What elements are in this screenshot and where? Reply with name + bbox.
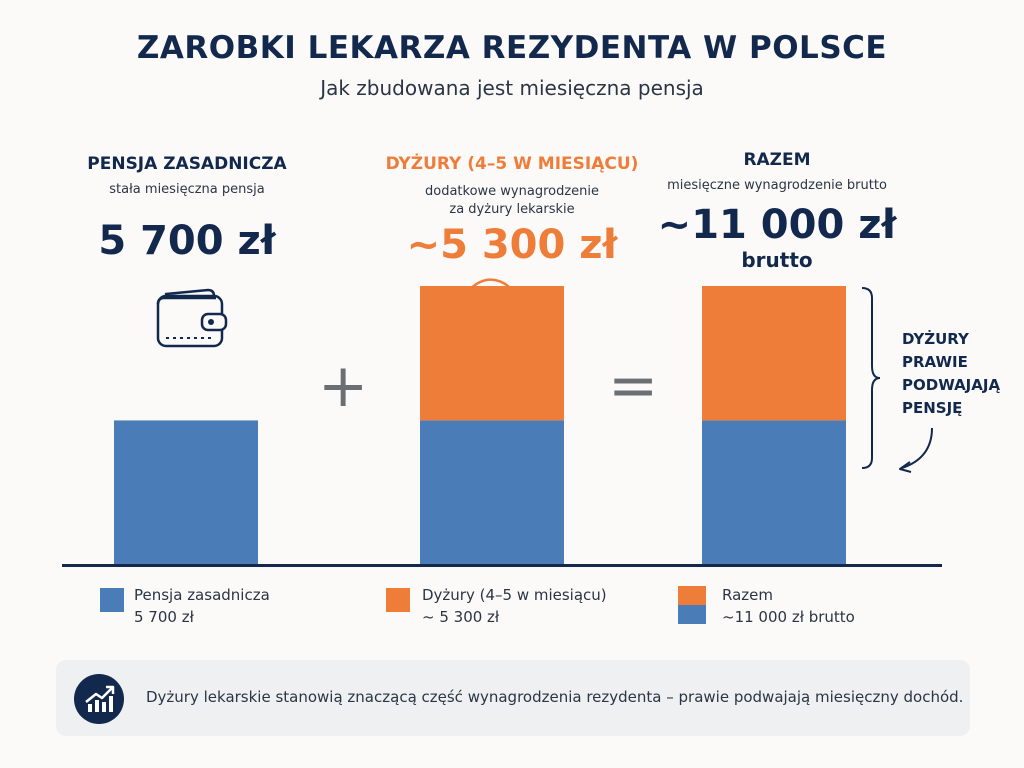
equals-operator: =	[608, 351, 659, 421]
base-description: stała miesięczna pensja	[109, 182, 265, 197]
bar-base-1	[114, 420, 258, 565]
page-subtitle: Jak zbudowana jest miesięczna pensja	[320, 76, 704, 100]
shifts-value: ~5 300 zł	[406, 222, 618, 268]
wallet-icon	[150, 286, 230, 354]
base-value: 5 700 zł	[98, 218, 276, 264]
annotation-line-2: PRAWIE	[902, 353, 968, 371]
annotation-line-1: DYŻURY	[902, 330, 969, 348]
page-title: ZAROBKI LEKARZA REZYDENTA W POLSCE	[136, 30, 888, 66]
bar-base-3	[702, 420, 846, 565]
legend-item-total: Razem ~11 000 zł brutto	[722, 584, 855, 628]
trend-up-chart-icon	[74, 674, 124, 724]
note-text: Dyżury lekarskie stanowią znaczącą część…	[146, 688, 964, 706]
total-value-suffix: brutto	[741, 248, 813, 272]
annotation-line-3: PODWAJAJĄ	[902, 376, 1001, 394]
legend-value: ~ 5 300 zł	[422, 608, 500, 626]
annotation-line-4: PENSJĘ	[902, 399, 963, 417]
legend-item-shifts: Dyżury (4–5 w miesiącu) ~ 5 300 zł	[422, 584, 607, 628]
bracket	[858, 286, 888, 474]
bar-shifts-3	[702, 286, 846, 421]
legend-swatch-shifts	[386, 588, 410, 612]
shifts-description-line1: dodatkowe wynagrodzenie	[424, 184, 600, 199]
bar-shifts-2	[420, 286, 564, 421]
legend-swatch-base	[100, 588, 124, 612]
base-heading: PENSJA ZASADNICZA	[87, 154, 287, 174]
annotation-arrow	[894, 424, 942, 478]
shifts-heading: DYŻURY (4–5 W MIESIĄCU)	[385, 154, 639, 174]
info-note	[56, 660, 970, 736]
shifts-description-line2: za dyżury lekarskie	[449, 202, 575, 217]
legend-value: 5 700 zł	[134, 608, 194, 626]
total-description: miesięczne wynagrodzenie brutto	[667, 178, 887, 193]
legend-label: Dyżury (4–5 w miesiącu)	[422, 586, 607, 604]
bar-base-2	[420, 420, 564, 565]
legend-item-base: Pensja zasadnicza 5 700 zł	[134, 584, 270, 628]
annotation-text: DYŻURY PRAWIE PODWAJAJĄ PENSJĘ	[902, 328, 1000, 420]
chart-baseline	[62, 564, 942, 567]
legend-label: Razem	[722, 586, 773, 604]
total-value: ~11 000 zł	[657, 202, 897, 248]
total-heading: RAZEM	[743, 150, 811, 170]
plus-operator: +	[318, 351, 369, 421]
legend-label: Pensja zasadnicza	[134, 586, 270, 604]
legend-value: ~11 000 zł brutto	[722, 608, 855, 626]
legend-swatch-total	[678, 586, 706, 624]
